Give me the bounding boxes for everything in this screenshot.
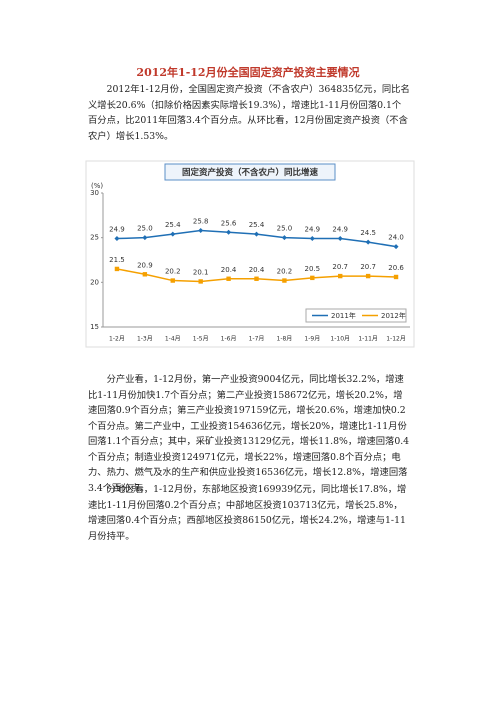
point xyxy=(254,276,259,281)
data-label: 24.9 xyxy=(109,226,125,234)
point xyxy=(393,244,399,250)
doc-title: 2012年1-12月份全国固定资产投资主要情况 xyxy=(136,66,360,79)
point xyxy=(142,272,148,277)
data-label: 25.6 xyxy=(221,219,237,227)
paragraph: 2012年1-12月份，全国固定资产投资（不含农户）364835亿元，同比名义增… xyxy=(88,84,410,142)
data-label: 24.5 xyxy=(360,229,376,237)
x-tick-label: 1-8月 xyxy=(277,336,293,343)
data-label: 25.4 xyxy=(165,221,181,229)
point xyxy=(170,278,175,283)
x-tick-label: 1-12月 xyxy=(386,336,406,343)
data-label: 20.2 xyxy=(165,268,181,276)
point xyxy=(170,231,176,237)
legend-label: 2011年 xyxy=(331,311,356,320)
x-tick-label: 1-6月 xyxy=(221,336,237,343)
chart-title-box xyxy=(164,163,336,181)
point xyxy=(198,279,203,284)
point xyxy=(338,273,343,279)
data-label: 20.4 xyxy=(221,266,237,274)
data-label: 24.9 xyxy=(332,226,348,234)
data-label: 24.0 xyxy=(388,234,404,242)
data-label: 21.5 xyxy=(109,256,125,264)
point xyxy=(365,239,371,245)
data-label: 20.4 xyxy=(249,266,265,274)
legend-box xyxy=(305,308,407,323)
point xyxy=(198,228,204,234)
data-label: 25.0 xyxy=(277,225,293,233)
data-label: 24.9 xyxy=(305,226,321,234)
paragraph: 分地区看，1-12月份，东部地区投资169939亿元，同比增长17.8%，增速比… xyxy=(88,484,407,542)
data-label: 20.6 xyxy=(388,264,404,272)
point xyxy=(226,276,231,281)
point xyxy=(254,231,259,237)
point xyxy=(114,236,120,242)
data-label: 20.1 xyxy=(193,268,209,276)
data-label: 25.4 xyxy=(249,221,265,229)
x-tick-label: 1-4月 xyxy=(165,336,181,343)
y-tick-label: 25 xyxy=(90,234,99,242)
y-tick-label: 15 xyxy=(90,323,99,331)
x-tick-label: 1-5月 xyxy=(193,336,209,343)
point xyxy=(142,235,148,241)
legend-label: 2012年 xyxy=(381,311,406,320)
x-tick-label: 1-3月 xyxy=(137,336,153,343)
point xyxy=(282,278,287,283)
x-tick-label: 1-7月 xyxy=(249,336,265,343)
x-tick-label: 1-10月 xyxy=(330,336,350,343)
point xyxy=(365,273,371,279)
x-tick-label: 1-11月 xyxy=(358,336,378,343)
point xyxy=(309,236,315,242)
point xyxy=(281,235,287,241)
point xyxy=(310,275,315,281)
data-label: 20.7 xyxy=(332,263,348,271)
paragraph: 分产业看，1-12月份，第一产业投资9004亿元，同比增长32.2%，增速比1-… xyxy=(88,374,410,494)
chart: 固定资产投资（不含农户）同比增速 (%) 15 20 25 30 1-2月 1-3月 1-4… xyxy=(85,160,415,348)
data-label: 20.7 xyxy=(360,263,376,271)
data-label: 20.9 xyxy=(137,261,153,269)
x-tick-label: 1-2月 xyxy=(109,336,125,343)
data-label: 20.5 xyxy=(305,265,321,273)
point xyxy=(337,236,343,242)
data-label: 20.2 xyxy=(277,268,293,276)
data-label: 25.8 xyxy=(193,218,209,226)
x-tick-label: 1-9月 xyxy=(304,336,320,343)
y-tick-label: 30 xyxy=(90,189,99,197)
point xyxy=(393,274,399,280)
y-tick-label: 20 xyxy=(90,278,99,286)
y-unit: (%) xyxy=(91,182,103,190)
point xyxy=(226,229,232,235)
chart-title: 固定资产投资（不含农户）同比增速 xyxy=(182,167,319,178)
point xyxy=(114,266,120,272)
data-label: 25.0 xyxy=(137,225,153,233)
